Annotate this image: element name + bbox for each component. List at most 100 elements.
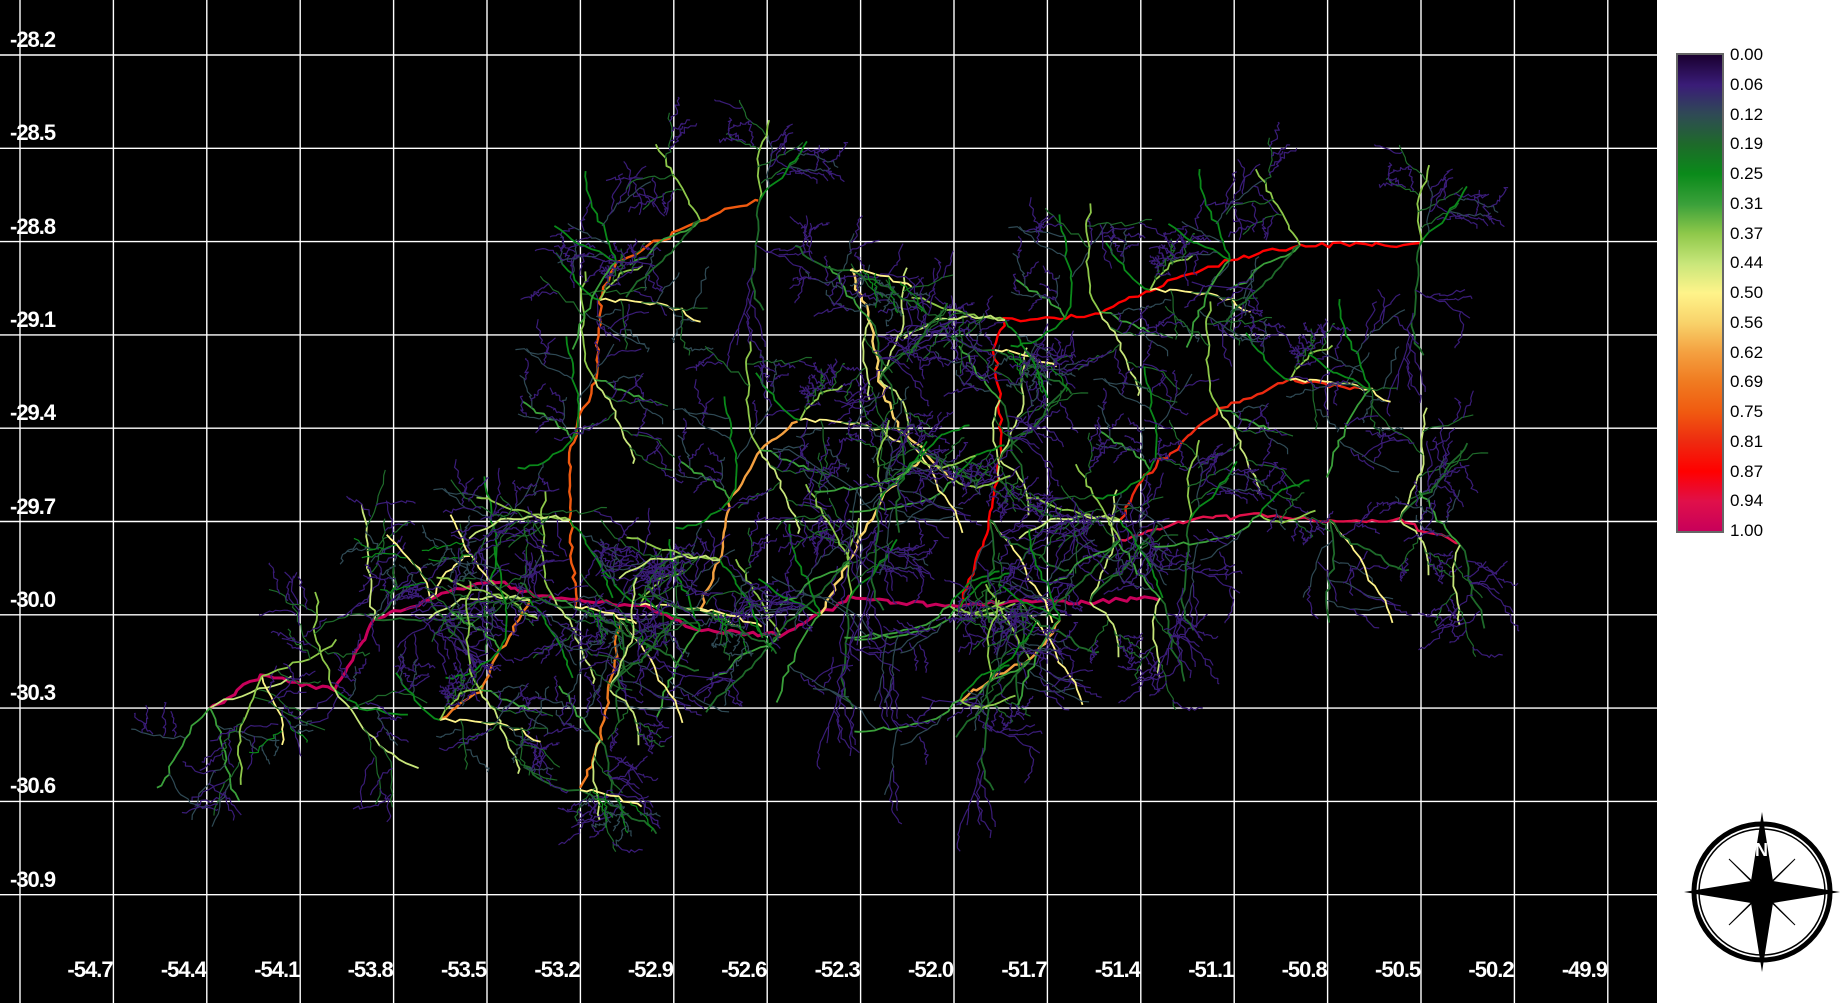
river-segment bbox=[628, 622, 699, 649]
river-segment bbox=[774, 372, 789, 380]
river-segment bbox=[1013, 614, 1019, 647]
river-segment bbox=[1319, 510, 1334, 524]
legend-tick-label: 0.25 bbox=[1730, 164, 1764, 183]
river-segment bbox=[588, 666, 633, 691]
river-segment bbox=[308, 691, 344, 725]
river-segment bbox=[449, 514, 491, 581]
river-segment bbox=[444, 598, 480, 618]
river-segment bbox=[804, 270, 844, 290]
river-segment bbox=[675, 473, 714, 481]
river-segment bbox=[1357, 385, 1386, 403]
river-segment bbox=[415, 593, 435, 611]
river-segment bbox=[444, 686, 456, 697]
river-segment bbox=[789, 665, 850, 698]
river-segment bbox=[630, 398, 663, 406]
river-segment bbox=[1355, 588, 1401, 607]
river-segment bbox=[805, 169, 829, 182]
river-segment bbox=[1015, 355, 1033, 384]
river-segment bbox=[486, 640, 515, 664]
river-segment bbox=[560, 640, 605, 651]
river-segment bbox=[828, 403, 854, 426]
river-segment bbox=[844, 487, 860, 555]
river-segment bbox=[1090, 443, 1118, 462]
river-segment bbox=[919, 454, 976, 469]
river-segment bbox=[358, 576, 371, 593]
river-segment bbox=[599, 265, 612, 277]
river-segment bbox=[743, 312, 762, 359]
river-segment bbox=[1466, 193, 1490, 201]
river-segment bbox=[1196, 631, 1219, 639]
river-segment bbox=[739, 589, 767, 626]
river-segment bbox=[490, 705, 554, 717]
river-segment bbox=[601, 616, 620, 627]
river-segment bbox=[461, 560, 471, 581]
river-segment bbox=[1017, 681, 1075, 693]
river-segment bbox=[913, 349, 925, 380]
river-segment bbox=[661, 192, 669, 216]
river-segment bbox=[906, 621, 936, 633]
river-segment bbox=[352, 633, 362, 656]
river-segment bbox=[1095, 469, 1151, 500]
river-segment bbox=[1036, 628, 1060, 636]
river-segment bbox=[997, 583, 1061, 621]
river-segment bbox=[850, 555, 890, 582]
river-segment bbox=[628, 200, 651, 213]
river-segment bbox=[1006, 380, 1024, 388]
river-segment bbox=[619, 303, 630, 335]
river-segment bbox=[782, 533, 808, 540]
river-segment bbox=[1117, 665, 1145, 675]
river-segment bbox=[792, 276, 819, 281]
river-segment bbox=[539, 275, 585, 317]
river-segment bbox=[1157, 661, 1177, 711]
river-segment bbox=[268, 562, 281, 595]
river-segment bbox=[1133, 378, 1178, 403]
river-segment bbox=[410, 604, 452, 614]
river-segment bbox=[384, 520, 416, 532]
river-segment bbox=[856, 642, 896, 651]
river-segment bbox=[569, 622, 580, 648]
river-segment bbox=[334, 689, 408, 716]
river-segment bbox=[1000, 612, 1024, 637]
river-segment bbox=[956, 693, 984, 706]
river-segment bbox=[1031, 353, 1046, 370]
river-segment bbox=[261, 744, 271, 765]
river-segment bbox=[849, 538, 898, 599]
river-segment bbox=[956, 807, 970, 852]
river-segment bbox=[576, 812, 605, 824]
river-segment bbox=[1416, 164, 1430, 246]
river-segment bbox=[385, 500, 395, 536]
river-segment bbox=[636, 731, 665, 748]
river-segment bbox=[558, 685, 601, 741]
river-segment bbox=[1403, 531, 1434, 542]
river-segment bbox=[726, 327, 740, 372]
river-segment bbox=[1262, 438, 1273, 461]
river-segment bbox=[796, 168, 818, 184]
river-segment bbox=[1341, 501, 1372, 536]
river-segment bbox=[526, 348, 574, 380]
river-segment bbox=[841, 364, 862, 372]
river-segment bbox=[911, 296, 1006, 321]
river-segment bbox=[593, 755, 623, 794]
river-segment bbox=[478, 549, 490, 580]
river-segment bbox=[458, 732, 484, 742]
river-segment bbox=[685, 361, 723, 371]
river-segment bbox=[363, 727, 382, 805]
river-segment bbox=[804, 387, 817, 411]
river-segment bbox=[439, 684, 484, 721]
river-segment bbox=[405, 587, 423, 596]
river-segment bbox=[806, 385, 822, 391]
river-segment bbox=[610, 642, 622, 664]
river-segment bbox=[775, 559, 851, 638]
river-segment bbox=[1406, 335, 1415, 391]
river-segment bbox=[750, 600, 795, 611]
river-segment bbox=[878, 496, 889, 525]
river-segment bbox=[804, 224, 819, 241]
river-segment bbox=[652, 601, 674, 620]
river-segment bbox=[1163, 614, 1187, 631]
river-segment bbox=[333, 652, 349, 678]
river-segment bbox=[346, 666, 357, 702]
river-segment bbox=[606, 811, 629, 817]
river-segment bbox=[1386, 372, 1400, 417]
river-segment bbox=[1466, 560, 1504, 589]
river-segment bbox=[1078, 354, 1104, 364]
